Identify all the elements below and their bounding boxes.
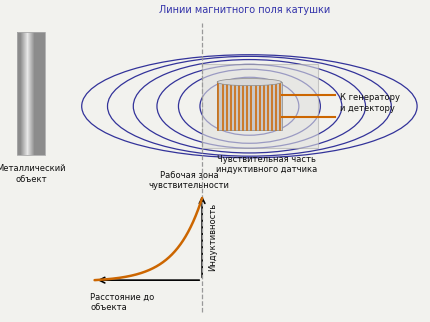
- Bar: [40, 32, 41, 155]
- Bar: [38, 32, 39, 155]
- Bar: [19, 32, 20, 155]
- Text: К генератору
и детектору: К генератору и детектору: [340, 93, 400, 113]
- Text: Расстояние до
объекта: Расстояние до объекта: [90, 293, 154, 312]
- Bar: [17, 32, 45, 155]
- Text: Индуктивность: Индуктивность: [209, 203, 218, 271]
- Ellipse shape: [217, 79, 282, 86]
- Bar: [202, 64, 318, 148]
- Bar: [23, 32, 24, 155]
- Text: Чувствительная часть
индуктивного датчика: Чувствительная часть индуктивного датчик…: [216, 155, 317, 174]
- Text: Металлический
объект: Металлический объект: [0, 164, 66, 184]
- Bar: [33, 32, 34, 155]
- Bar: [37, 32, 38, 155]
- Bar: [20, 32, 21, 155]
- Bar: [25, 32, 27, 155]
- Bar: [21, 32, 22, 155]
- Bar: [28, 32, 29, 155]
- Bar: [217, 82, 282, 130]
- Bar: [39, 32, 40, 155]
- Bar: [44, 32, 45, 155]
- Text: Рабочая зона
чувствительности: Рабочая зона чувствительности: [149, 171, 230, 190]
- Bar: [18, 32, 19, 155]
- Bar: [31, 32, 32, 155]
- Bar: [22, 32, 23, 155]
- Bar: [27, 32, 28, 155]
- Bar: [43, 32, 44, 155]
- Bar: [35, 32, 36, 155]
- Bar: [29, 32, 30, 155]
- Bar: [34, 32, 35, 155]
- Bar: [32, 32, 33, 155]
- Text: Линии магнитного поля катушки: Линии магнитного поля катушки: [160, 5, 331, 15]
- Bar: [17, 32, 18, 155]
- Bar: [30, 32, 31, 155]
- Bar: [41, 32, 42, 155]
- Bar: [36, 32, 37, 155]
- Bar: [42, 32, 43, 155]
- Bar: [24, 32, 25, 155]
